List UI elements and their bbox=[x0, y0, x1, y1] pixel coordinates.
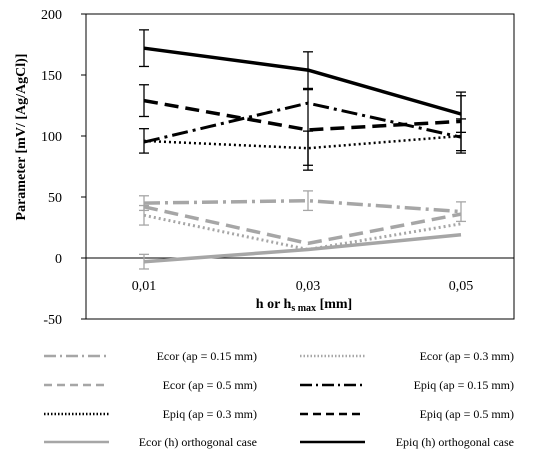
series-line bbox=[143, 233, 462, 264]
error-bars bbox=[139, 29, 466, 270]
y-tick-label: -50 bbox=[43, 313, 62, 328]
y-tick-label: 100 bbox=[41, 130, 62, 145]
x-axis-title-main: h or h bbox=[256, 297, 292, 312]
legend-label: Ecor (ap = 0.15 mm) bbox=[157, 349, 257, 363]
series-lines bbox=[143, 46, 462, 264]
x-axis-ticks: 0,01 0,03 0,05 bbox=[132, 279, 474, 294]
x-tick-label: 0,05 bbox=[449, 279, 474, 294]
series-line bbox=[143, 205, 462, 246]
series-line bbox=[143, 98, 462, 132]
plot-area bbox=[85, 13, 515, 320]
x-axis-title-subscript: s max bbox=[291, 303, 316, 314]
y-axis-ticks: -50 0 50 100 150 200 bbox=[41, 8, 86, 328]
y-tick-label: 150 bbox=[41, 69, 62, 84]
plot-frame bbox=[85, 13, 515, 320]
y-tick-label: 200 bbox=[41, 8, 62, 23]
x-tick-label: 0,01 bbox=[132, 279, 157, 294]
series-line bbox=[143, 213, 462, 251]
legend-label: Epiq (ap = 0.15 mm) bbox=[414, 378, 514, 392]
y-tick-label: 0 bbox=[55, 252, 62, 267]
y-tick-label: 50 bbox=[48, 191, 62, 206]
legend-label: Epiq (h) orthogonal case bbox=[396, 435, 514, 449]
legend-label: Ecor (ap = 0.5 mm) bbox=[163, 378, 257, 392]
x-tick-label: 0,03 bbox=[296, 279, 321, 294]
series-line bbox=[143, 134, 462, 150]
legend-label: Ecor (h) orthogonal case bbox=[139, 435, 257, 449]
legend-label: Epiq (ap = 0.3 mm) bbox=[163, 407, 257, 421]
y-axis-title: Parameter [mV/ [Ag/AgCl)] bbox=[14, 54, 29, 221]
x-axis-title: h or hs max [mm] bbox=[256, 297, 352, 314]
series-line bbox=[143, 46, 462, 116]
legend-label: Ecor (ap = 0.3 mm) bbox=[420, 349, 514, 363]
series-line bbox=[143, 198, 462, 214]
legend: Ecor (ap = 0.15 mm) Ecor (ap = 0.3 mm) Eco… bbox=[44, 349, 514, 449]
legend-label: Epiq (ap = 0.5 mm) bbox=[420, 407, 514, 421]
x-axis-title-unit: [mm] bbox=[316, 297, 352, 312]
